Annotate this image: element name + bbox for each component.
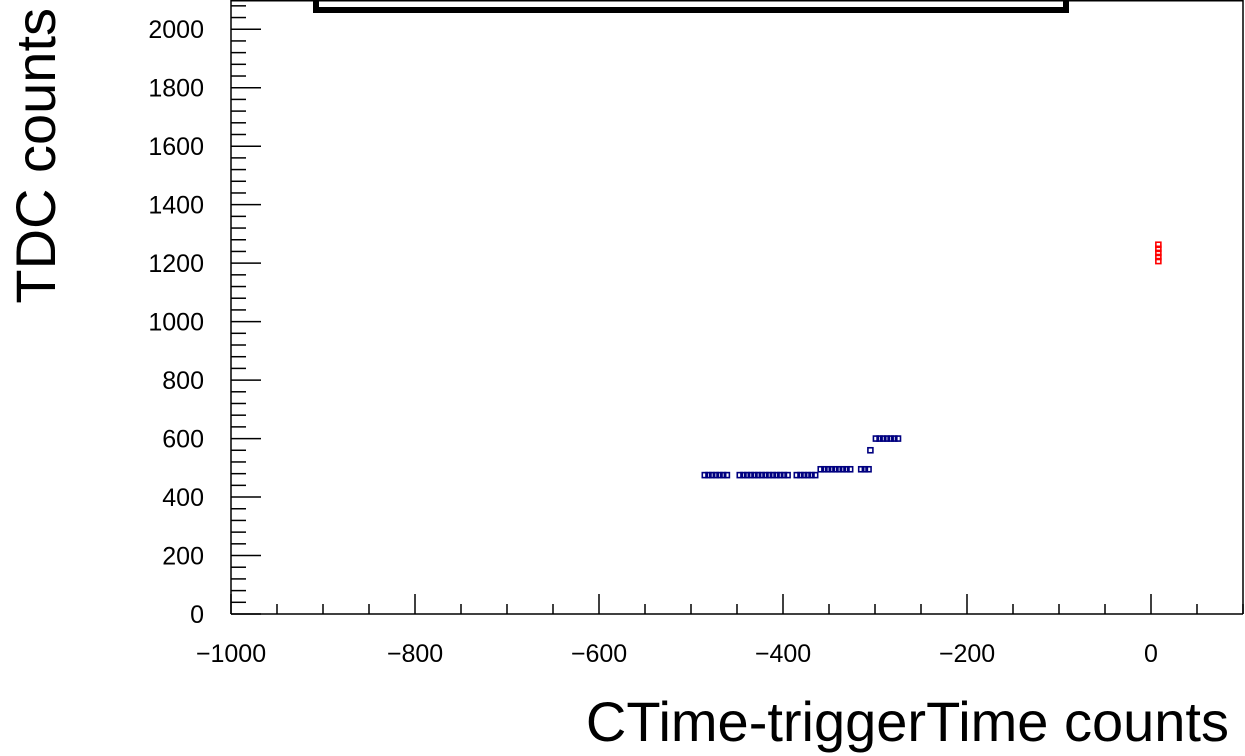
data-point [747,471,755,479]
x-tick-label: −400 [755,640,811,668]
data-point [797,471,804,479]
data-points [701,241,1162,479]
data-point [883,435,891,442]
x-tick-labels: −1000 −800 −600 −400 −200 0 [196,640,1158,668]
data-point [894,435,902,442]
y-tick-label: 400 [162,484,204,512]
data-point [793,471,801,479]
data-point [716,471,723,479]
x-ticks [230,594,1244,614]
data-point [712,471,720,479]
data-point [719,471,727,479]
data-point [861,465,869,473]
data-point [762,471,769,479]
data-point [891,435,898,442]
data-point [817,465,825,473]
data-point [705,471,712,479]
data-point [769,471,777,479]
data-point [857,465,865,473]
y-tick-label: 1200 [148,250,204,278]
data-point [1155,249,1162,257]
data-point [800,471,808,479]
data-point [839,465,847,473]
data-point [843,465,850,473]
y-tick-label: 800 [162,367,204,395]
data-point [743,471,751,479]
data-point [828,465,836,473]
y-tick-label: 2000 [148,16,204,44]
y-tick-label: 1600 [148,133,204,161]
data-point [835,465,843,473]
data-point [1155,253,1162,261]
x-tick-label: −800 [387,640,443,668]
y-tick-labels: 0 200 400 600 800 1000 1200 1400 1600 1800 2000 [148,16,204,629]
data-point [740,471,747,479]
y-tick-label: 1800 [148,75,204,103]
data-point [846,465,854,473]
data-point [754,471,762,479]
data-point [708,471,716,479]
data-point [723,471,731,479]
y-tick-label: 600 [162,426,204,454]
data-point [867,446,874,454]
data-point [804,471,812,479]
y-tick-label: 200 [162,543,204,571]
legend-box-fragment [313,0,1069,13]
y-axis-label: TDC counts [4,8,67,304]
data-point [1155,257,1162,265]
data-point [821,465,828,473]
data-point [776,471,784,479]
y-tick-label: 0 [190,601,204,629]
x-tick-label: −600 [571,640,627,668]
data-point [879,435,887,442]
y-tick-label: 1000 [148,309,204,337]
plot-frame [230,0,1244,615]
data-point [758,471,766,479]
data-point [736,471,744,479]
data-point [876,435,883,442]
data-point [808,471,815,479]
x-tick-label: −1000 [196,640,266,668]
data-point [887,435,894,442]
x-tick-label: −200 [939,640,995,668]
y-tick-label: 1400 [148,192,204,220]
data-point [872,435,880,442]
data-point [784,471,791,479]
x-tick-label: 0 [1144,640,1158,668]
data-point [832,465,839,473]
data-point [811,471,819,479]
data-point [701,471,709,479]
data-point [773,471,780,479]
y-ticks [231,5,261,615]
x-axis-label: CTime-triggerTime counts [586,690,1229,753]
data-point [765,471,773,479]
data-point [824,465,832,473]
data-point [1155,241,1162,249]
data-point [865,465,872,473]
data-point [780,471,788,479]
data-point [751,471,758,479]
data-point [1155,245,1162,253]
